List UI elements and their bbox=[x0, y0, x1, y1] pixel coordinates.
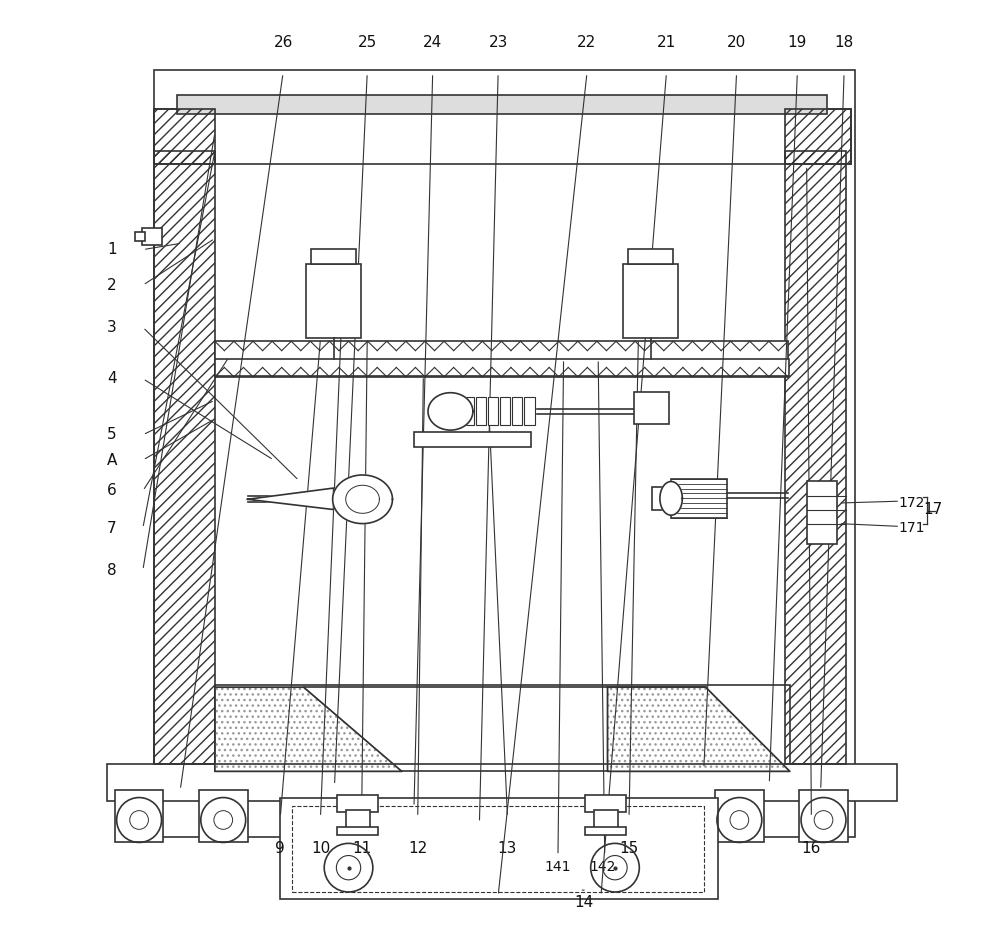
Bar bbox=[807, 481, 837, 544]
Bar bbox=[306, 264, 361, 338]
Bar bbox=[154, 109, 215, 164]
Text: 8: 8 bbox=[107, 563, 117, 578]
Text: 25: 25 bbox=[358, 35, 377, 50]
Bar bbox=[154, 109, 851, 164]
Polygon shape bbox=[333, 475, 392, 524]
Polygon shape bbox=[428, 393, 473, 430]
Bar bbox=[623, 264, 678, 338]
Bar bbox=[671, 479, 727, 518]
Text: 171: 171 bbox=[898, 522, 925, 535]
Bar bbox=[628, 249, 673, 264]
Bar bbox=[199, 790, 248, 842]
Text: 10: 10 bbox=[311, 841, 330, 856]
Bar bbox=[512, 397, 522, 425]
Bar bbox=[135, 232, 145, 241]
Bar bbox=[585, 827, 626, 835]
Bar bbox=[715, 790, 764, 842]
Text: 16: 16 bbox=[802, 841, 821, 856]
Bar bbox=[652, 487, 673, 510]
Bar bbox=[107, 764, 897, 801]
Bar bbox=[594, 810, 618, 830]
Text: 4: 4 bbox=[107, 371, 117, 386]
Bar bbox=[280, 798, 718, 899]
Text: 22: 22 bbox=[577, 35, 597, 50]
Bar bbox=[799, 790, 848, 842]
Bar bbox=[488, 397, 498, 425]
Text: 12: 12 bbox=[408, 841, 427, 856]
Bar bbox=[177, 95, 827, 114]
Bar bbox=[215, 359, 789, 376]
Polygon shape bbox=[660, 482, 682, 515]
Bar bbox=[215, 685, 790, 771]
Bar bbox=[142, 228, 162, 245]
Text: 21: 21 bbox=[657, 35, 676, 50]
Bar bbox=[451, 397, 462, 425]
Bar bbox=[585, 795, 626, 812]
Bar bbox=[634, 392, 669, 424]
Bar bbox=[115, 790, 163, 842]
Text: 17: 17 bbox=[923, 502, 943, 517]
Bar bbox=[785, 151, 846, 764]
Text: 24: 24 bbox=[423, 35, 442, 50]
Bar bbox=[154, 70, 855, 837]
Bar bbox=[215, 341, 788, 377]
Text: 5: 5 bbox=[107, 427, 117, 442]
Bar bbox=[337, 827, 378, 835]
Text: 2: 2 bbox=[107, 278, 117, 293]
Bar bbox=[476, 397, 486, 425]
Text: 142: 142 bbox=[590, 860, 616, 873]
Text: 6: 6 bbox=[107, 483, 117, 498]
Text: 141: 141 bbox=[545, 860, 571, 873]
Text: 172: 172 bbox=[898, 496, 925, 510]
Text: 18: 18 bbox=[834, 35, 854, 50]
Bar bbox=[311, 249, 356, 264]
Text: A: A bbox=[107, 453, 117, 468]
Text: 26: 26 bbox=[273, 35, 293, 50]
Bar bbox=[346, 810, 370, 830]
Bar bbox=[292, 806, 704, 892]
Text: 9: 9 bbox=[275, 841, 285, 856]
Bar bbox=[524, 397, 535, 425]
Bar bbox=[464, 397, 474, 425]
Bar bbox=[337, 795, 378, 812]
Text: 14: 14 bbox=[575, 895, 594, 910]
Text: 1: 1 bbox=[107, 242, 117, 257]
Text: 23: 23 bbox=[488, 35, 508, 50]
Text: 11: 11 bbox=[352, 841, 371, 856]
Text: 19: 19 bbox=[788, 35, 807, 50]
Text: 15: 15 bbox=[619, 841, 639, 856]
Polygon shape bbox=[248, 488, 334, 510]
Bar bbox=[414, 432, 531, 447]
Bar bbox=[500, 397, 510, 425]
Bar bbox=[154, 151, 215, 764]
Text: 13: 13 bbox=[498, 841, 517, 856]
Bar bbox=[785, 109, 851, 164]
Text: 20: 20 bbox=[727, 35, 746, 50]
Text: 7: 7 bbox=[107, 521, 117, 536]
Text: 3: 3 bbox=[107, 320, 117, 335]
